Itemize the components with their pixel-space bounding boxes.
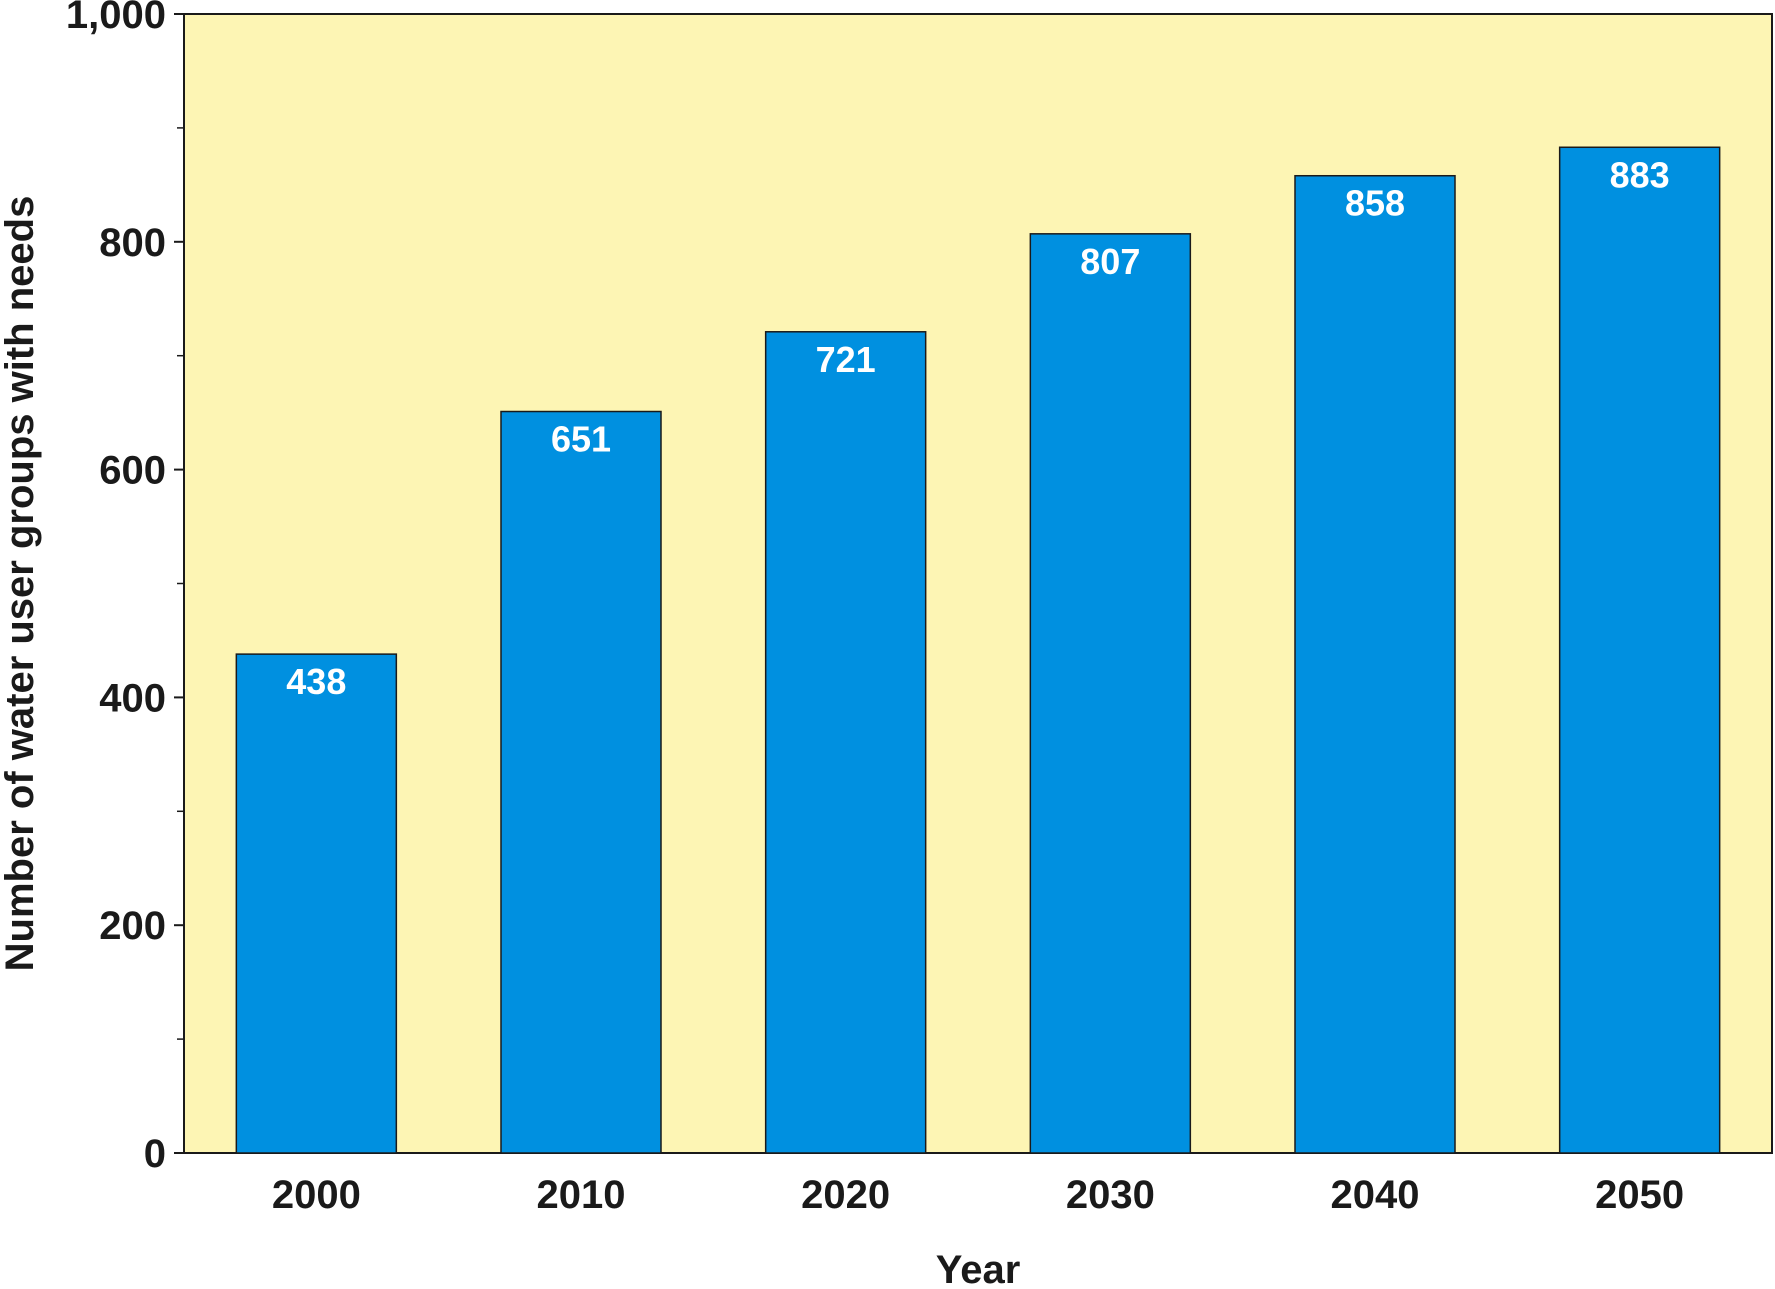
x-tick-label: 2000: [272, 1173, 361, 1217]
bar-2020: [764, 331, 927, 1154]
y-tick-label: 0: [144, 1132, 166, 1176]
x-axis-title: Year: [936, 1248, 1021, 1289]
y-tick-label: 200: [99, 904, 166, 948]
x-tick-label: 2050: [1595, 1173, 1684, 1217]
x-tick-label: 2020: [801, 1173, 890, 1217]
x-tick-label: 2010: [537, 1173, 626, 1217]
y-axis-title: Number of water user groups with needs: [0, 196, 42, 972]
bar-2010: [500, 410, 662, 1154]
y-tick-label: 400: [99, 676, 166, 720]
bar-value-label: 858: [1345, 183, 1405, 224]
x-axis-tick-labels: 2000 2010 2020 2030 2040 2050: [272, 1173, 1684, 1217]
y-tick-label: 800: [99, 221, 166, 265]
bar-value-label: 883: [1610, 154, 1670, 195]
x-tick-label: 2030: [1066, 1173, 1155, 1217]
y-tick-label: 1,000: [66, 0, 166, 37]
plot-area: [183, 13, 1773, 1154]
x-tick-label: 2040: [1331, 1173, 1420, 1217]
y-tick-label: 600: [99, 449, 166, 493]
bar-2040: [1294, 174, 1456, 1154]
bar-2000: [235, 653, 398, 1154]
bar-value-label: 438: [286, 661, 346, 702]
bar-value-label: 721: [816, 339, 876, 380]
bars-group: 438 651 721 807 858 883: [235, 146, 1721, 1154]
bar-2030: [1029, 233, 1192, 1154]
bar-value-label: 807: [1080, 241, 1140, 282]
y-axis-ticks: 0 200 400 600 800 1,000: [66, 0, 184, 1176]
bar-value-label: 651: [551, 419, 611, 460]
bar-2050: [1558, 146, 1721, 1154]
